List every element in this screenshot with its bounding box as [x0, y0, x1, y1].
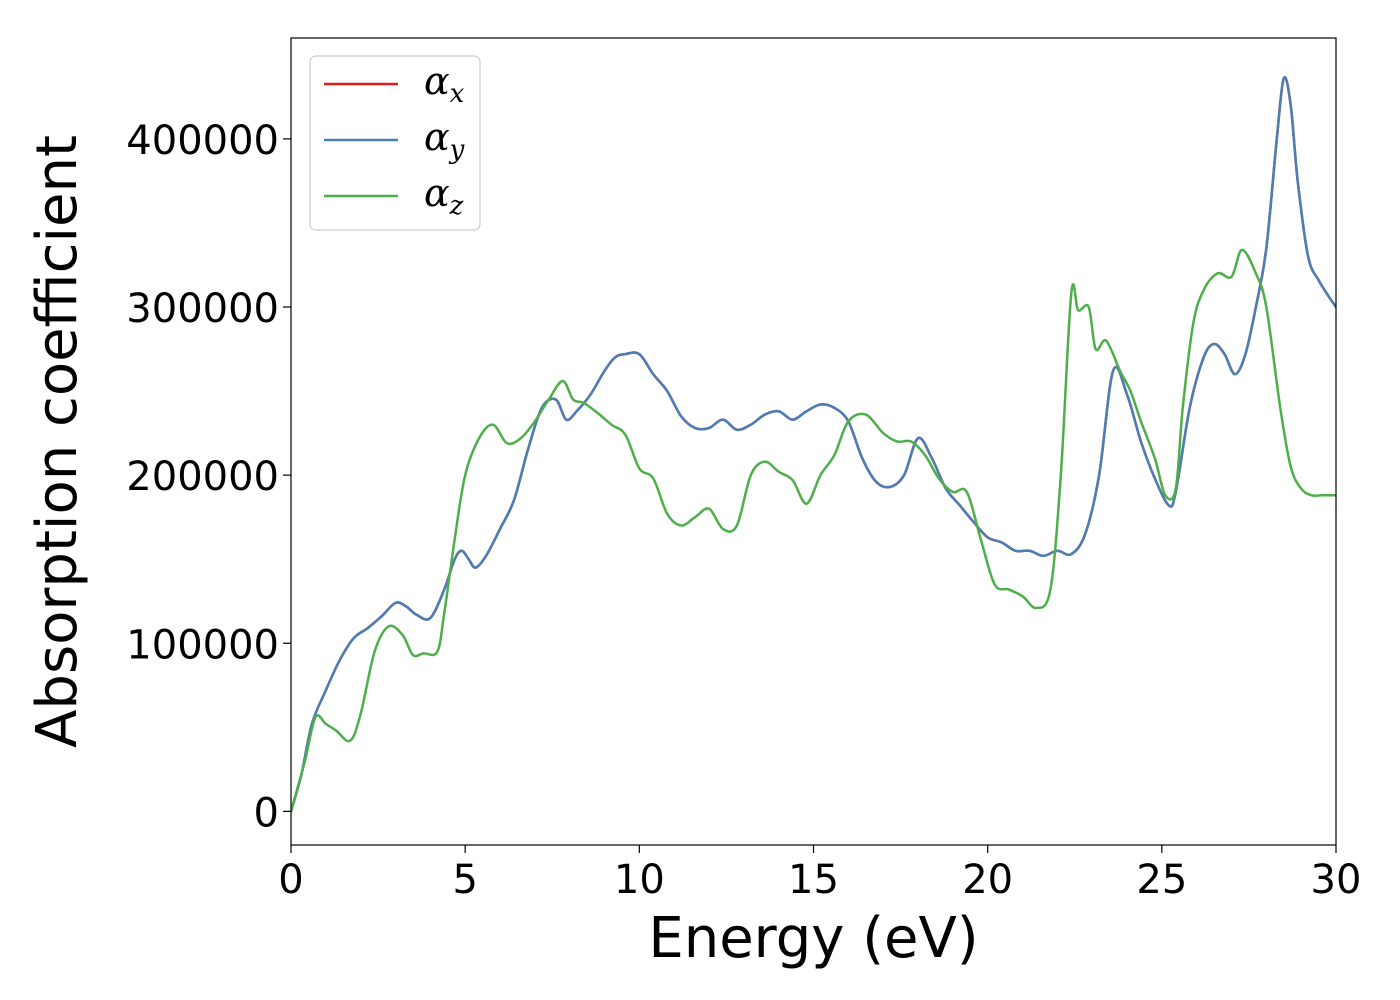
y-axis-label: Absorption coefficient [25, 135, 90, 748]
x-tick-label: 20 [962, 857, 1013, 903]
x-axis-ticks: 0 5 10 15 20 25 30 [278, 845, 1361, 903]
legend-box [309, 55, 481, 231]
legend-label-x: αx [424, 59, 465, 109]
y-tick-label: 400000 [126, 118, 279, 164]
legend-label-z: αz [424, 171, 464, 221]
y-tick-label: 200000 [126, 454, 279, 500]
x-axis-label: Energy (eV) [648, 906, 978, 971]
plot-lines [291, 75, 1336, 813]
x-tick-label: 15 [788, 857, 839, 903]
x-tick-label: 30 [1311, 857, 1362, 903]
y-tick-label: 100000 [126, 622, 279, 668]
series-line-y [291, 75, 1336, 813]
x-tick-label: 10 [614, 857, 665, 903]
x-tick-label: 0 [278, 857, 303, 903]
legend-label-y: αy [424, 115, 465, 165]
y-tick-label: 300000 [126, 286, 279, 332]
x-tick-label: 25 [1136, 857, 1187, 903]
y-axis-ticks: 0 100000 200000 300000 400000 [126, 118, 291, 836]
y-tick-label: 0 [254, 790, 279, 836]
series-line-z [291, 248, 1336, 813]
x-tick-label: 5 [452, 857, 477, 903]
legend: αx αy αz [309, 55, 481, 231]
